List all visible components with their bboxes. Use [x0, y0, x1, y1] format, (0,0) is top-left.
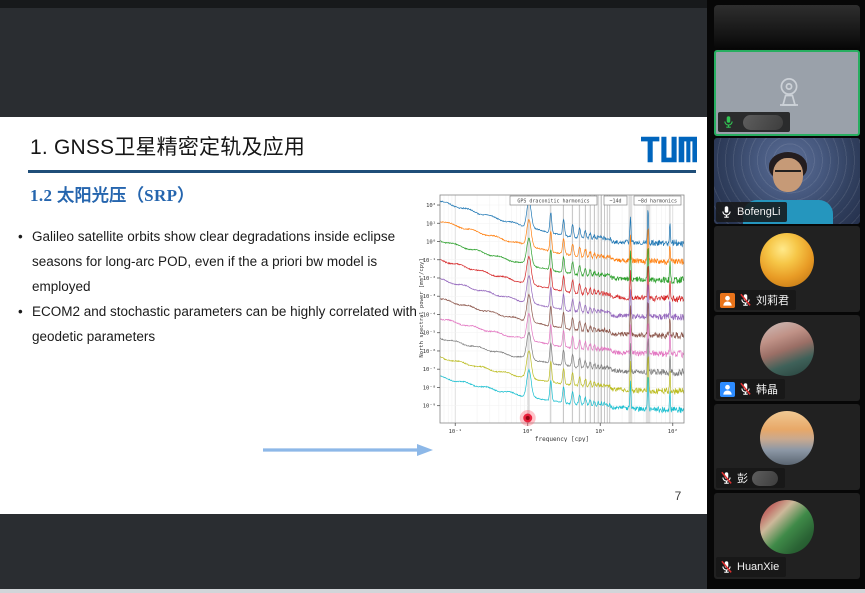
svg-text:10⁰: 10⁰	[523, 428, 533, 435]
svg-text:10⁻⁶: 10⁻⁶	[423, 348, 436, 355]
participant-nameplate: HuanXie	[716, 557, 787, 577]
mic-muted-icon	[721, 560, 732, 573]
presentation-slide: 1. GNSS卫星精密定轨及应用 1.2 太阳光压（SRP） • Galileo…	[0, 117, 707, 514]
svg-text:GPS draconitic harmonics: GPS draconitic harmonics	[517, 199, 589, 205]
pointer-arrow	[263, 444, 433, 456]
slide-subtitle: 1.2 太阳光压（SRP）	[30, 186, 195, 205]
spectral-chart-canvas: 10⁻¹ 10⁰ 10¹ 10² 10² 10¹ 10⁰ 10⁻¹ 10⁻² 10⁻³ 10⁻⁴ 10…	[423, 194, 685, 443]
mic-muted-icon	[721, 471, 732, 484]
svg-text:10⁻³: 10⁻³	[423, 293, 436, 300]
bullet-glyph: •	[18, 304, 23, 319]
bullet-glyph: •	[18, 229, 23, 244]
svg-text:10⁻⁷: 10⁻⁷	[423, 366, 436, 373]
participant-nameplate: 刘莉君	[716, 290, 796, 310]
bullet-item: • Galileo satellite orbits show clear de…	[18, 224, 422, 299]
name-redaction-blob	[743, 114, 783, 130]
participant-name: 刘莉君	[756, 295, 789, 307]
svg-text:10⁻⁴: 10⁻⁴	[423, 311, 436, 318]
svg-text:10⁻⁸: 10⁻⁸	[423, 384, 436, 391]
person-glasses	[775, 170, 801, 176]
svg-text:frequency [cpy]: frequency [cpy]	[535, 436, 589, 442]
mic-muted-icon	[740, 293, 751, 306]
participant-tile-bofengli[interactable]: BofengLi	[714, 138, 860, 224]
svg-text:~8d harmonics: ~8d harmonics	[638, 199, 677, 205]
svg-text:10⁻¹: 10⁻¹	[423, 257, 436, 264]
avatar	[760, 411, 814, 465]
svg-text:10²: 10²	[668, 428, 678, 435]
shared-screen-area: 1. GNSS卫星精密定轨及应用 1.2 太阳光压（SRP） • Galileo…	[0, 0, 707, 593]
participant-tile-active-speaker[interactable]	[714, 50, 860, 136]
participant-nameplate: BofengLi	[716, 202, 788, 222]
participant-nameplate: 韩晶	[716, 379, 785, 399]
participant-name: BofengLi	[737, 206, 781, 218]
camera-off-placeholder-icon	[780, 78, 798, 106]
bullet-list: • Galileo satellite orbits show clear de…	[18, 224, 422, 349]
mic-on-icon	[724, 116, 733, 128]
bullet-text: ECOM2 and stochastic parameters can be h…	[32, 304, 417, 344]
mic-muted-icon	[740, 382, 751, 395]
person-badge-orange-icon	[720, 292, 735, 308]
svg-text:~14d: ~14d	[609, 199, 621, 205]
person-badge-blue-icon	[720, 381, 735, 397]
slide-title: 1. GNSS卫星精密定轨及应用	[30, 136, 306, 159]
avatar	[760, 500, 814, 554]
svg-text:10²: 10²	[426, 202, 436, 209]
avatar	[760, 233, 814, 287]
svg-text:10¹: 10¹	[595, 428, 605, 435]
svg-text:10⁻²: 10⁻²	[423, 275, 436, 282]
participants-sidebar: BofengLi 刘莉君	[707, 0, 865, 593]
spectral-chart: 10⁻¹ 10⁰ 10¹ 10² 10² 10¹ 10⁰ 10⁻¹ 10⁻² 10⁻³ 10⁻⁴ 10…	[418, 186, 688, 443]
participant-nameplate	[718, 112, 790, 132]
mic-on-icon	[722, 206, 731, 218]
svg-text:10¹: 10¹	[426, 220, 436, 227]
name-redaction-blob	[752, 470, 778, 486]
screen-dark-margin-bottom	[0, 514, 707, 590]
slide-page-number: 7	[674, 489, 682, 503]
participant-tile-huanxie[interactable]: HuanXie	[714, 493, 860, 579]
svg-text:10⁻¹: 10⁻¹	[449, 428, 462, 435]
sidebar-top-gradient	[714, 5, 860, 49]
participant-name: 韩晶	[756, 384, 778, 396]
chart-y-axis-label: North spectral power [mm²/cpy]	[419, 258, 425, 358]
title-underline	[28, 170, 696, 173]
window-bottom-edge	[0, 589, 865, 593]
participant-name: HuanXie	[737, 561, 780, 573]
screen-dark-margin-top	[0, 8, 707, 117]
svg-text:10⁰: 10⁰	[426, 239, 436, 246]
participant-tile-hanjing[interactable]: 韩晶	[714, 315, 860, 401]
bullet-item: • ECOM2 and stochastic parameters can be…	[18, 299, 422, 349]
svg-text:10⁻⁹: 10⁻⁹	[423, 403, 436, 410]
participant-tile-peng[interactable]: 彭	[714, 404, 860, 490]
participant-nameplate: 彭	[716, 468, 785, 488]
participant-tile-liulijun[interactable]: 刘莉君	[714, 226, 860, 312]
bullet-text: Galileo satellite orbits show clear degr…	[32, 229, 396, 294]
avatar	[760, 322, 814, 376]
person-face	[773, 158, 803, 192]
tum-logo	[641, 136, 697, 163]
svg-text:10⁻⁵: 10⁻⁵	[423, 330, 436, 337]
participant-name: 彭	[737, 473, 748, 485]
